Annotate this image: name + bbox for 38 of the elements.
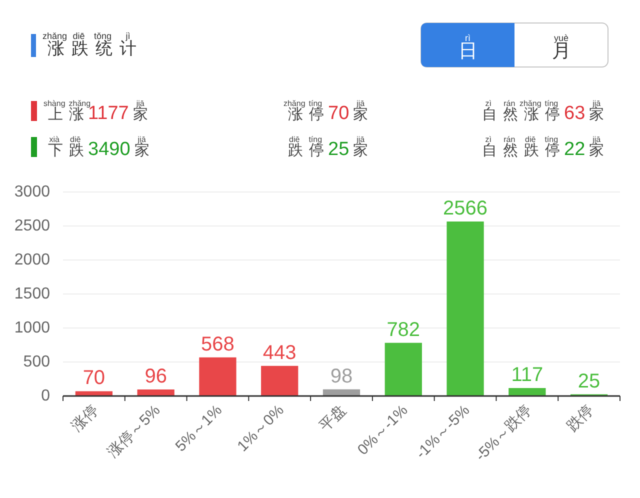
x-tick-label: -1%～-5% xyxy=(412,402,474,462)
bar xyxy=(261,366,298,396)
data-label: 117 xyxy=(511,364,544,386)
x-tick-label: -5%～跌停 xyxy=(472,402,535,465)
bar xyxy=(137,389,174,396)
bar xyxy=(384,342,422,396)
x-tick-label: 跌停 xyxy=(564,402,597,436)
bar xyxy=(199,357,236,396)
bar xyxy=(508,388,546,396)
data-label: 782 xyxy=(386,318,420,341)
bar xyxy=(322,389,360,396)
x-tick-label: 5%～1% xyxy=(172,402,226,456)
text: yuè xyxy=(554,33,569,43)
x-tick-label: 涨停 xyxy=(68,402,102,436)
x-tick-label: 平盘 xyxy=(316,402,350,436)
bar xyxy=(446,222,484,396)
y-tick-label: 0 xyxy=(41,388,50,404)
data-label: 2566 xyxy=(443,198,488,220)
text: zhǎng diē tǒng jì xyxy=(42,31,130,41)
data-label: 25 xyxy=(578,370,600,392)
text: 月 xyxy=(552,41,571,62)
x-tick-label: 1%～0% xyxy=(234,402,288,456)
y-tick-label: 2000 xyxy=(14,252,50,268)
y-tick-label: 1500 xyxy=(14,286,50,302)
data-label: 568 xyxy=(201,333,234,356)
y-tick-label: 1000 xyxy=(14,320,50,336)
data-label: 70 xyxy=(82,367,106,390)
y-tick-label: 2500 xyxy=(14,218,50,234)
bar xyxy=(75,391,113,396)
x-tick-label: 0%～-1% xyxy=(354,402,412,459)
data-label: 96 xyxy=(144,365,167,388)
x-tick-label: 涨停～5% xyxy=(104,402,164,461)
data-label: 98 xyxy=(330,365,353,388)
y-tick-label: 500 xyxy=(23,354,50,370)
data-label: 443 xyxy=(262,342,296,364)
text: rì xyxy=(465,33,470,43)
text: 日 xyxy=(458,41,478,62)
y-tick-label: 3000 xyxy=(14,184,50,200)
